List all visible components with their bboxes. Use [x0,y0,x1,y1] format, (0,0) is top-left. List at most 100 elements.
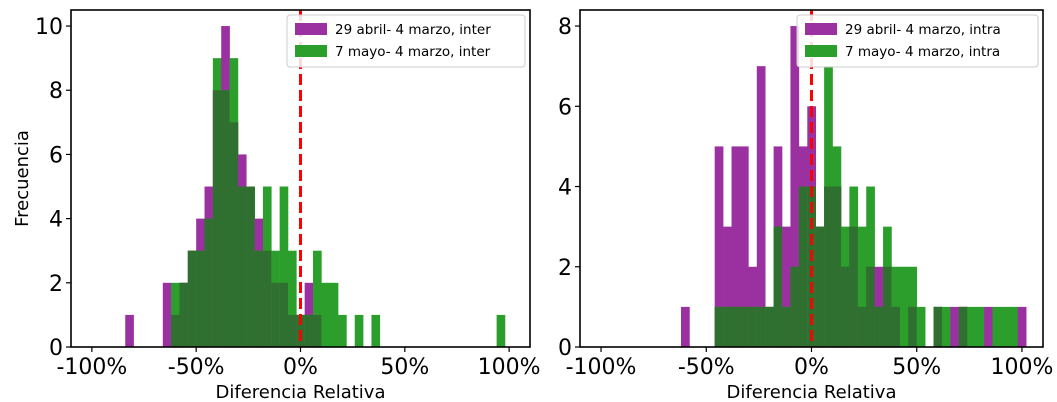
bar-overlap [714,306,724,347]
legend: 29 abril- 4 marzo, inter 7 mayo- 4 marzo,… [286,14,526,68]
bar-series-a [125,314,134,347]
x-axis-title: Diferencia Relativa [727,382,897,402]
y-tick-label: 0 [558,336,572,361]
bar-series-b [967,306,976,347]
bar-overlap [204,218,214,347]
legend-label: 29 abril- 4 marzo, intra [845,22,1001,38]
bar-series-a [782,226,791,347]
y-tick-label: 4 [558,176,572,201]
bar-overlap [179,282,189,347]
bar-series-a [714,146,724,347]
bar-series-a [162,282,172,347]
legend-box [286,14,526,68]
bar-series-a [723,226,732,347]
legend-swatch [295,23,327,35]
bar-series-b [916,306,926,347]
bar-overlap [790,266,800,347]
bar-series-b [1009,306,1019,347]
bar-overlap [773,226,783,347]
bar-series-b [941,306,951,347]
bar-overlap [221,90,230,347]
bar-overlap [279,282,289,347]
bar-overlap [229,122,239,347]
bar-overlap [748,306,758,347]
bar-series-a [739,146,749,347]
bar-overlap [849,226,859,347]
bar-overlap [866,266,875,347]
y-tick-label: 4 [49,208,63,233]
x-tick-label: 0% [283,355,318,380]
bar-overlap [908,306,918,347]
bar-series-b [321,282,331,347]
legend-label: 7 mayo- 4 marzo, intra [845,44,1000,60]
panel-inter: -100% -50% 0% 50% 100% 0 2 4 6 8 10 Diferencia Rela… [12,9,541,402]
bar-overlap [171,314,180,347]
y-tick-label: 10 [35,15,63,40]
bar-series-b [899,266,909,347]
legend-label: 29 abril- 4 marzo, inter [335,22,491,38]
bar-overlap [798,186,808,347]
bar-overlap [254,250,264,347]
bar-overlap [262,250,272,347]
bar-series-b [329,282,339,347]
bar-series-b [975,306,985,347]
bar-overlap [824,186,833,347]
y-axis-title: Frecuencia [12,130,33,227]
x-tick-label: 0% [794,355,829,380]
bar-overlap [782,306,791,347]
legend-box [796,14,1039,68]
bar-series-b [992,306,1002,347]
bar-overlap [731,306,741,347]
bar-overlap [313,314,322,347]
bar-overlap [196,250,205,347]
y-tick-label: 0 [49,336,63,361]
x-tick-label: 100% [478,355,541,380]
bar-overlap [237,186,247,347]
bar-overlap [287,314,297,347]
bar-overlap [933,306,943,347]
y-tick-label: 8 [49,79,63,104]
x-tick-label: -50% [678,355,735,380]
bar-series-b [857,226,867,347]
legend-swatch [295,45,327,57]
bar-overlap [187,250,197,347]
bar-overlap [840,266,850,347]
bar-series-a [1017,306,1027,347]
bar-overlap [891,306,901,347]
bar-overlap [874,306,884,347]
bar-overlap [739,306,749,347]
bar-series-b [1000,306,1010,347]
bar-overlap [723,306,732,347]
bar-series-b [371,314,381,347]
legend-swatch [805,23,837,35]
bar-series-b [496,314,506,347]
bar-overlap [304,314,314,347]
bar-series-b [279,186,289,347]
x-tick-label: 50% [892,355,941,380]
x-tick-label: -100% [566,355,637,380]
legend: 29 abril- 4 marzo, intra 7 mayo- 4 marzo,… [796,14,1039,68]
bar-series-a [731,146,741,347]
bar-overlap [815,226,825,347]
bar-series-b [313,250,322,347]
bar-overlap [765,306,774,347]
bar-overlap [271,282,280,347]
x-tick-label: 100% [991,355,1054,380]
bar-overlap [212,90,222,347]
bar-series-a [681,306,690,347]
y-tick-label: 6 [558,95,572,120]
y-tick-label: 2 [558,256,572,281]
y-tick-label: 2 [49,272,63,297]
bar-series-a [756,66,766,348]
bar-series-b [338,314,347,347]
bar-overlap [756,306,766,347]
bar-series-a [790,26,800,348]
bar-overlap [883,266,892,347]
bar-overlap [958,306,968,347]
bar-series-a [984,306,993,347]
bar-overlap [857,306,867,347]
bar-overlap [832,186,842,347]
x-tick-label: -100% [56,355,127,380]
